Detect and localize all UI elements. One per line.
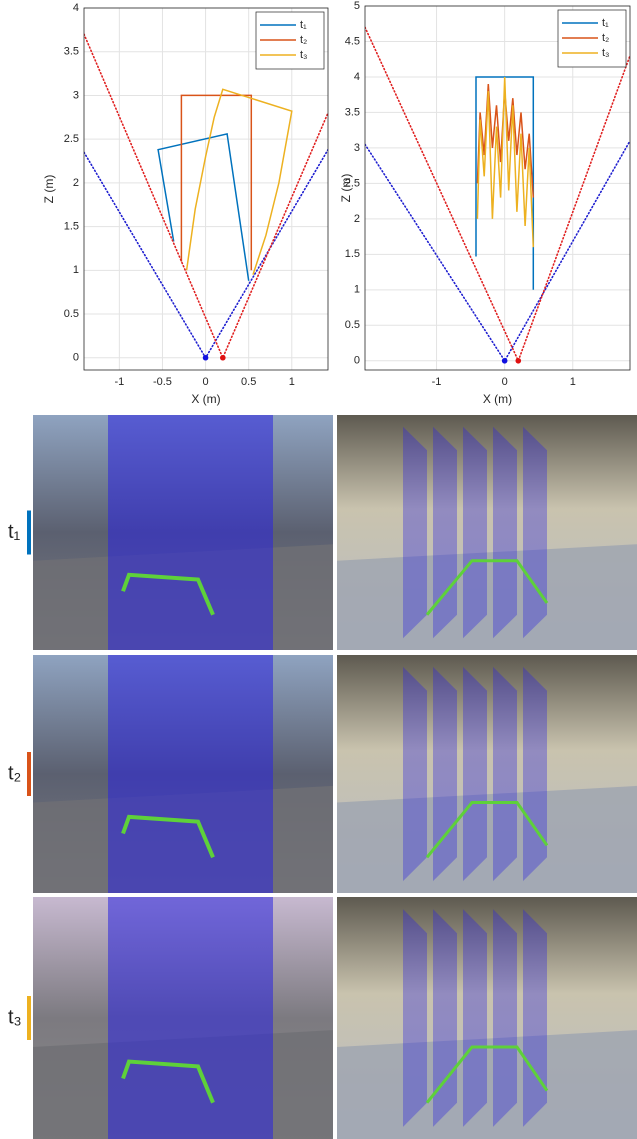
x-tick-label: 0 [203, 376, 209, 388]
row-color-bar [27, 996, 31, 1040]
projection-overlay [493, 909, 517, 1127]
legend-label: t₃ [300, 49, 308, 61]
plot: -1 0 1 0 0.5 1 1.5 2 2.5 3 3.5 4 4.5 5 X (m) Z (m) t₁ t₂ t… [339, 0, 631, 406]
y-tick-label: 0.5 [345, 319, 360, 331]
plot: -1 -0.5 0 0.5 1 0 0.5 1 1.5 2 2.5 3 3.5 4 X (m) Z (m) t₁… [42, 2, 329, 406]
x-tick-label: -1 [114, 376, 124, 388]
y-tick-label: 2.5 [345, 177, 360, 189]
y-tick-label: 1.5 [345, 248, 360, 260]
series-group [84, 33, 328, 361]
row-color-bar [27, 510, 31, 555]
y-tick-label: 3.5 [64, 46, 79, 58]
ground-trace [121, 1059, 215, 1104]
camera-point [202, 354, 209, 361]
x-axis-label: X (m) [191, 392, 220, 406]
trajectory-line [157, 132, 250, 281]
y-tick-label: 1 [73, 264, 79, 276]
row-label: t₂ [8, 762, 21, 784]
y-tick-label: 4 [354, 71, 360, 83]
projection-overlay [493, 426, 517, 639]
x-tick-label: 0 [502, 376, 508, 388]
projection-overlay [433, 909, 457, 1127]
legend-label: t₁ [602, 17, 609, 29]
y-tick-label: 4 [73, 2, 79, 14]
projection-overlay [523, 666, 547, 882]
y-tick-label: 3 [354, 142, 360, 154]
y-tick-label: 1.5 [64, 221, 79, 233]
y-tick-label: 5 [354, 0, 360, 12]
projection-overlay [523, 909, 547, 1127]
projection-overlay [403, 909, 427, 1127]
projection-overlay [433, 426, 457, 639]
trajectory-line [185, 88, 293, 275]
projection-overlay [433, 666, 457, 882]
ground-trace [121, 814, 215, 859]
series-group [365, 26, 630, 364]
row-color-bar [27, 752, 31, 796]
y-tick-label: 2 [354, 213, 360, 225]
projection-overlay [463, 909, 487, 1127]
x-tick-label: -1 [432, 376, 442, 388]
y-tick-label: 3.5 [345, 106, 360, 118]
ground [337, 544, 637, 650]
y-tick-label: 3 [73, 89, 79, 101]
projection-overlay [108, 655, 273, 893]
projection-overlay [463, 426, 487, 639]
row-label: t₁ [8, 521, 21, 543]
legend-label: t₃ [602, 47, 610, 59]
y-tick-label: 0 [354, 355, 360, 367]
x-axis-label: X (m) [483, 392, 512, 406]
y-tick-label: 0 [73, 352, 79, 364]
projection-overlay [523, 426, 547, 639]
plot-border [83, 7, 329, 371]
ground-trace [425, 559, 549, 616]
y-tick-label: 2.5 [64, 133, 79, 145]
trajectory-line [180, 94, 253, 271]
projection-overlay [403, 426, 427, 639]
ground-trace [425, 1045, 549, 1104]
projection-overlay [493, 666, 517, 882]
camera-point [515, 357, 522, 364]
y-tick-label: 4.5 [345, 35, 360, 47]
x-tick-label: 1 [570, 376, 576, 388]
projection-overlay [463, 666, 487, 882]
legend-label: t₁ [300, 19, 307, 31]
ground [337, 785, 637, 893]
projection-overlay [108, 415, 273, 650]
fov-line [365, 140, 630, 363]
ground-trace [121, 572, 215, 616]
x-tick-label: 1 [289, 376, 295, 388]
ground [337, 1030, 637, 1139]
trajectory-line [476, 76, 535, 248]
ground-trace [425, 801, 549, 859]
x-tick-label: -0.5 [153, 376, 172, 388]
legend-label: t₂ [300, 34, 307, 46]
y-tick-label: 2 [73, 177, 79, 189]
y-axis-label: Z (m) [42, 175, 56, 204]
y-tick-label: 0.5 [64, 308, 79, 320]
camera-point [220, 354, 226, 361]
projection-overlay [108, 897, 273, 1139]
plot-border [364, 5, 631, 371]
projection-overlay [403, 666, 427, 882]
y-tick-label: 1 [354, 284, 360, 296]
y-axis-label: Z (m) [339, 174, 353, 203]
camera-point [501, 357, 508, 364]
x-tick-label: 0.5 [241, 376, 256, 388]
row-label: t₃ [8, 1006, 22, 1028]
legend-label: t₂ [602, 32, 609, 44]
fov-line [84, 33, 328, 360]
